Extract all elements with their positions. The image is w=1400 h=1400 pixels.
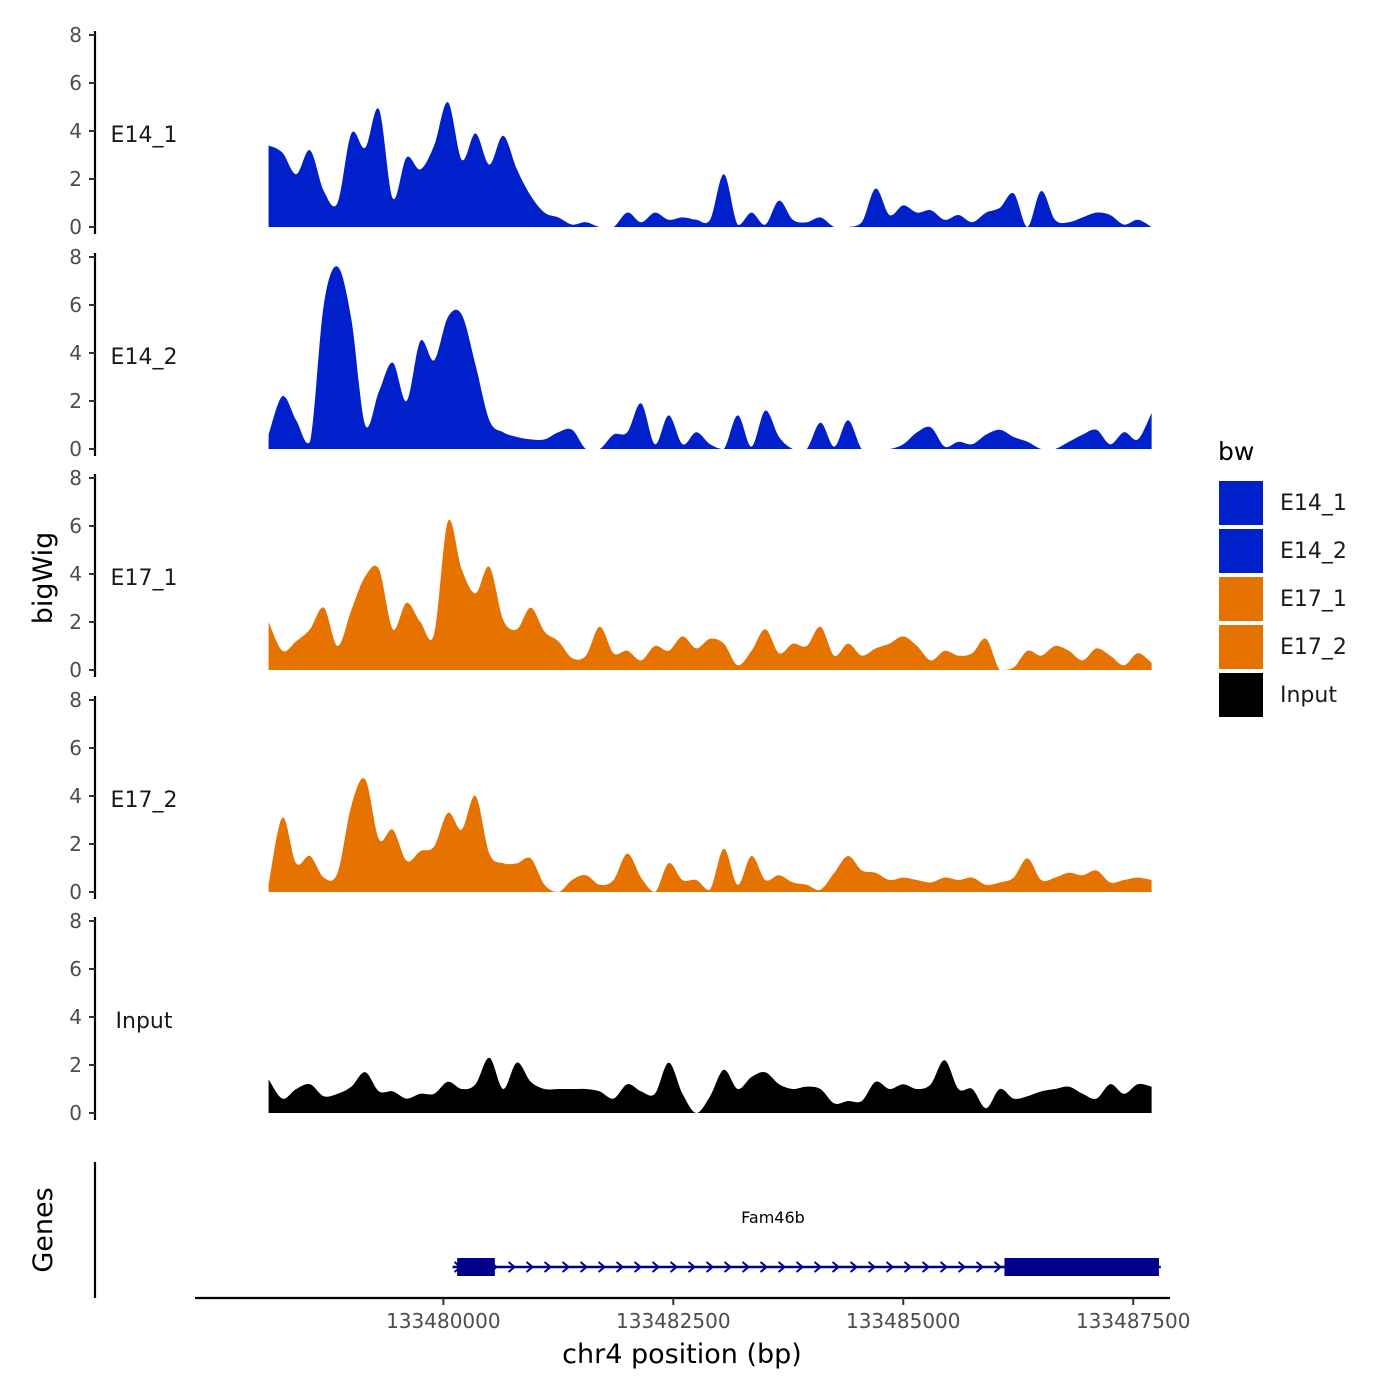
strand-arrow — [543, 1261, 553, 1273]
strand-arrow — [669, 1261, 679, 1273]
y-tick-label: 4 — [69, 784, 82, 808]
track-E14_2: 0 2 4 6 8 E14_2 — [69, 245, 1152, 461]
strand-arrow — [813, 1261, 823, 1273]
strand-arrow — [975, 1261, 985, 1273]
y-tick-label: 4 — [69, 341, 82, 365]
gene-exon — [457, 1258, 495, 1276]
y-tick-label: 8 — [69, 688, 82, 712]
strand-arrow — [507, 1261, 517, 1273]
legend-label: Input — [1280, 683, 1337, 708]
track-label: E14_1 — [111, 123, 178, 148]
legend-key-Input — [1217, 671, 1265, 719]
gene-track: Fam46b — [93, 1162, 1161, 1298]
y-tick-label: 2 — [69, 389, 82, 413]
strand-arrow — [705, 1261, 715, 1273]
strand-arrow — [993, 1261, 1003, 1273]
y-tick-label: 6 — [69, 71, 82, 95]
strand-arrow — [957, 1261, 967, 1273]
y-tick-label: 8 — [69, 466, 82, 490]
legend-key-E17_2 — [1217, 623, 1265, 671]
track-label: E14_2 — [111, 345, 178, 370]
legend-key-E14_1 — [1217, 479, 1265, 527]
bigwig-axis-title: bigWig — [28, 532, 59, 625]
y-tick-label: 6 — [69, 736, 82, 760]
x-tick-label: 133487500 — [1076, 1309, 1191, 1333]
strand-arrow — [741, 1261, 751, 1273]
x-axis-title: chr4 position (bp) — [562, 1339, 802, 1370]
y-tick-label: 2 — [69, 832, 82, 856]
strand-arrow — [579, 1261, 589, 1273]
y-tick-label: 4 — [69, 562, 82, 586]
y-tick-label: 8 — [69, 23, 82, 47]
y-tick-label: 0 — [69, 437, 82, 461]
y-tick-label: 2 — [69, 610, 82, 634]
x-axis: 133480000 133482500 133485000 133487500 — [195, 1296, 1191, 1333]
strand-arrow — [759, 1261, 769, 1273]
y-tick-label: 8 — [69, 245, 82, 269]
y-tick-label: 4 — [69, 1005, 82, 1029]
track-label: Input — [116, 1009, 173, 1034]
y-tick-label: 0 — [69, 1101, 82, 1125]
track-Input: 0 2 4 6 8 Input — [69, 909, 1152, 1125]
strand-arrow — [921, 1261, 931, 1273]
legend-title: bw — [1218, 437, 1254, 466]
y-tick-label: 6 — [69, 957, 82, 981]
y-tick-label: 0 — [69, 658, 82, 682]
gene-exon — [1004, 1258, 1159, 1276]
strand-arrow — [939, 1261, 949, 1273]
y-tick-label: 2 — [69, 167, 82, 191]
gene-name-label: Fam46b — [741, 1208, 805, 1227]
legend-key-E14_2 — [1217, 527, 1265, 575]
strand-arrow — [633, 1261, 643, 1273]
strand-arrow — [651, 1261, 661, 1273]
legend-label: E17_1 — [1280, 587, 1347, 612]
strand-arrow — [867, 1261, 877, 1273]
genes-axis-title: Genes — [28, 1187, 59, 1272]
strand-arrow — [597, 1261, 607, 1273]
signal-area-Input — [268, 1057, 1152, 1113]
y-tick-label: 0 — [69, 215, 82, 239]
strand-arrow — [615, 1261, 625, 1273]
strand-arrow — [903, 1261, 913, 1273]
track-E17_1: 0 2 4 6 8 E17_1 — [69, 466, 1152, 682]
strand-arrow — [831, 1261, 841, 1273]
x-tick-label: 133482500 — [616, 1309, 731, 1333]
y-tick-label: 0 — [69, 880, 82, 904]
strand-arrow — [525, 1261, 535, 1273]
signal-area-E17_1 — [268, 519, 1152, 670]
y-tick-label: 6 — [69, 514, 82, 538]
legend-label: E14_2 — [1280, 539, 1347, 564]
legend-label: E14_1 — [1280, 491, 1347, 516]
track-E17_2: 0 2 4 6 8 E17_2 — [69, 688, 1152, 904]
strand-arrow — [849, 1261, 859, 1273]
y-tick-label: 2 — [69, 1053, 82, 1077]
legend: bw E14_1 E14_2 E17_1 E17_2 Input — [1217, 437, 1347, 719]
strand-arrow — [885, 1261, 895, 1273]
strand-arrow — [687, 1261, 697, 1273]
strand-arrow — [777, 1261, 787, 1273]
legend-label: E17_2 — [1280, 635, 1347, 660]
x-tick-label: 133480000 — [386, 1309, 501, 1333]
signal-area-E17_2 — [268, 778, 1152, 892]
signal-area-E14_2 — [268, 266, 1152, 449]
strand-arrow — [795, 1261, 805, 1273]
y-tick-label: 6 — [69, 293, 82, 317]
strand-arrow — [561, 1261, 571, 1273]
track-E14_1: 0 2 4 6 8 E14_1 — [69, 23, 1152, 239]
y-tick-label: 4 — [69, 119, 82, 143]
signal-area-E14_1 — [268, 102, 1152, 227]
legend-key-E17_1 — [1217, 575, 1265, 623]
y-tick-label: 8 — [69, 909, 82, 933]
tracks-layer: 0 2 4 6 8 E14_1 0 2 4 6 8 E14_2 0 2 4 6 8 E17_1 0 2 4 6 8 E17_2… — [69, 23, 1152, 1125]
x-tick-label: 133485000 — [846, 1309, 961, 1333]
track-label: E17_2 — [111, 788, 178, 813]
track-label: E17_1 — [111, 566, 178, 591]
strand-arrow — [723, 1261, 733, 1273]
